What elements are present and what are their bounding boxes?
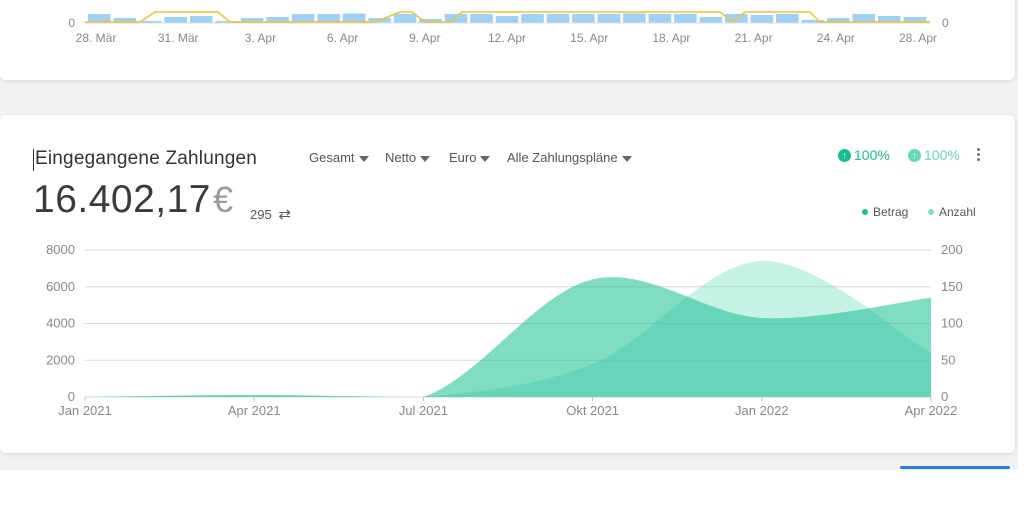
chevron-down-icon — [480, 155, 491, 162]
change-count-indicator: ↑ 100% — [908, 147, 960, 163]
top-chart-bar — [444, 14, 468, 23]
top-chart-bar — [495, 16, 519, 23]
chevron-down-icon — [621, 155, 632, 162]
top-chart-bar — [164, 17, 187, 23]
top-chart-bar — [546, 14, 570, 23]
text-cursor — [33, 149, 34, 171]
chevron-down-icon — [358, 155, 369, 162]
top-chart-bar — [189, 16, 213, 23]
top-chart-bar — [470, 14, 493, 23]
top-chart-bar — [776, 14, 799, 23]
filter-currency-label: Euro — [449, 150, 477, 165]
change-amount-indicator: ↑ 100% — [838, 147, 890, 163]
top-chart-bar — [572, 14, 595, 23]
transaction-count: 295 ⇄ — [250, 205, 291, 223]
legend-anzahl-label: Anzahl — [939, 205, 976, 219]
legend-anzahl-dot — [928, 209, 934, 215]
top-chart-bar — [699, 17, 723, 23]
top-chart-bar — [521, 14, 544, 23]
top-chart-x-tick: 24. Apr — [817, 31, 855, 45]
legend-anzahl[interactable]: Anzahl — [928, 205, 976, 219]
top-chart-bar — [878, 16, 901, 23]
top-chart-bar — [852, 14, 876, 23]
top-chart-x-tick: 21. Apr — [735, 31, 773, 45]
chevron-down-icon — [420, 155, 431, 162]
payments-title: Eingegangene Zahlungen — [35, 148, 258, 169]
top-chart-bar — [113, 18, 136, 23]
top-chart-x-tick: 28. Apr — [899, 31, 937, 45]
top-chart-bar — [419, 19, 442, 23]
next-card-edge — [900, 466, 1010, 469]
change-amount-value: 100% — [854, 147, 890, 163]
top-chart-bar — [317, 14, 340, 23]
top-chart-card — [0, 0, 1015, 80]
top-chart-bar — [266, 17, 289, 23]
top-chart-x-tick: 3. Apr — [245, 31, 276, 45]
top-chart-bar — [138, 21, 162, 23]
arrow-up-circle-icon: ↑ — [908, 148, 921, 162]
top-chart-y-left-zero: 0 — [68, 16, 75, 30]
legend-betrag[interactable]: Betrag — [862, 205, 908, 219]
top-chart-bar — [240, 18, 264, 23]
top-chart-bar — [342, 13, 366, 23]
more-options-icon[interactable] — [976, 148, 982, 163]
filter-netto-label: Netto — [385, 150, 417, 165]
top-chart-bar — [903, 17, 926, 23]
top-chart-bar — [597, 14, 621, 23]
top-chart-bar — [674, 14, 697, 23]
filter-netto-dropdown[interactable]: Netto — [385, 150, 431, 165]
top-chart-bar — [827, 18, 850, 23]
filter-currency-dropdown[interactable]: Euro — [449, 150, 491, 165]
top-chart-bar — [291, 14, 315, 23]
swap-arrows-icon: ⇄ — [278, 206, 291, 223]
top-chart: 0 0 28. Mär 31. Mär 3. Apr 6. Apr 9. Apr 12. … — [68, 11, 949, 45]
top-chart-x-tick: 28. Mär — [76, 31, 117, 45]
filter-gesamt-label: Gesamt — [309, 150, 355, 165]
total-amount-value: 16.402,17 — [33, 178, 212, 221]
top-chart-bar — [215, 21, 238, 23]
arrow-up-circle-icon: ↑ — [838, 148, 851, 162]
filter-gesamt-dropdown[interactable]: Gesamt — [309, 150, 369, 165]
top-chart-bar — [88, 14, 111, 23]
filter-payment-plans-dropdown[interactable]: Alle Zahlungspläne — [507, 150, 632, 165]
top-chart-x-tick: 18. Apr — [652, 31, 690, 45]
legend-betrag-label: Betrag — [873, 205, 909, 219]
top-chart-bar — [393, 14, 417, 23]
top-chart-bar — [750, 15, 774, 23]
top-chart-x-tick: 12. Apr — [488, 31, 526, 45]
top-chart-bar — [623, 13, 646, 23]
filter-payment-plans-label: Alle Zahlungspläne — [507, 150, 618, 165]
total-amount: 16.402,17€ — [33, 178, 234, 222]
transaction-count-value: 295 — [250, 207, 272, 222]
top-chart-bar — [801, 20, 825, 23]
top-chart-bar — [648, 14, 672, 23]
legend-betrag-dot — [862, 209, 868, 215]
top-chart-x-tick: 6. Apr — [327, 31, 358, 45]
top-chart-x-tick: 31. Mär — [158, 31, 199, 45]
top-chart-x-tick: 9. Apr — [409, 31, 440, 45]
currency-symbol: € — [213, 179, 234, 220]
top-chart-y-right-zero: 0 — [942, 16, 949, 30]
change-count-value: 100% — [924, 147, 960, 163]
top-chart-x-tick: 15. Apr — [570, 31, 608, 45]
